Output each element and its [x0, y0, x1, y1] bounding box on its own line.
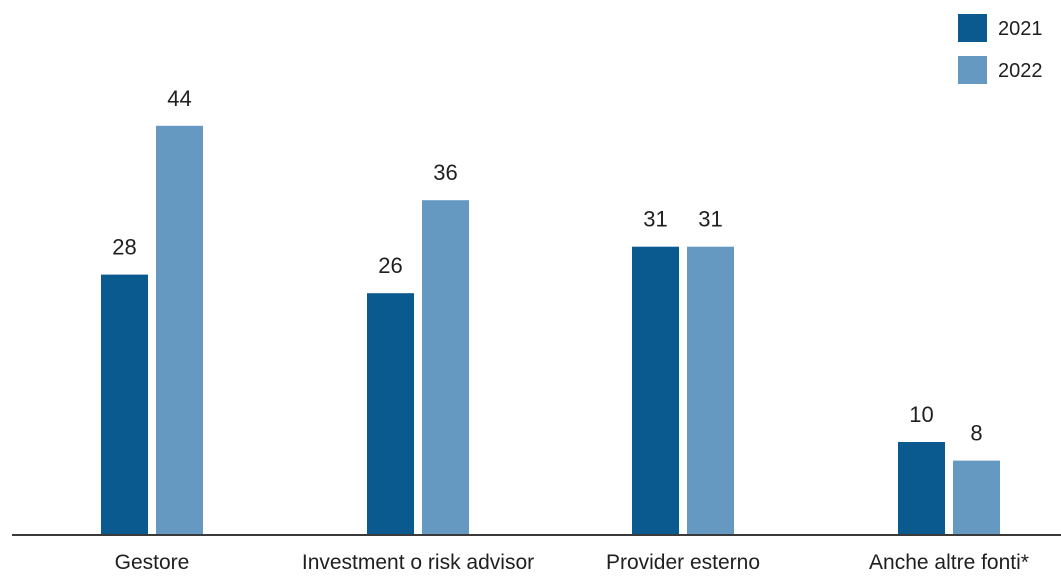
- value-label-2021-2: 31: [643, 207, 667, 232]
- bar-2021-3: [898, 442, 945, 535]
- value-label-2021-1: 26: [378, 253, 402, 278]
- legend-swatch-2022: [958, 56, 987, 84]
- category-labels-group: Gestore Investment o risk advisor Provider…: [115, 551, 1029, 574]
- category-label-1: Investment o risk advisor: [302, 551, 534, 574]
- category-label-2: Provider esterno: [606, 551, 760, 574]
- bar-2021-1: [367, 293, 414, 535]
- legend: 2021 2022: [958, 14, 1043, 84]
- bar-2022-2: [687, 246, 734, 535]
- value-label-2022-1: 36: [433, 160, 457, 185]
- value-label-2021-3: 10: [909, 402, 933, 427]
- category-label-3: Anche altre fonti*: [869, 551, 1029, 574]
- legend-label-2021: 2021: [998, 18, 1043, 40]
- value-label-2022-2: 31: [698, 207, 722, 232]
- legend-label-2022: 2022: [998, 60, 1043, 82]
- legend-swatch-2021: [958, 14, 987, 42]
- value-label-2022-0: 44: [167, 86, 191, 111]
- value-labels-group: 28 44 26 36 31 31 10 8: [112, 86, 982, 446]
- value-label-2021-0: 28: [112, 235, 136, 260]
- value-label-2022-3: 8: [970, 421, 982, 446]
- bars-group: [101, 125, 1000, 536]
- bar-2022-3: [953, 460, 1000, 535]
- category-label-0: Gestore: [115, 551, 190, 574]
- bar-2022-0: [156, 125, 203, 536]
- bar-2021-2: [632, 246, 679, 535]
- bar-2022-1: [422, 200, 469, 535]
- bar-2021-0: [101, 274, 148, 535]
